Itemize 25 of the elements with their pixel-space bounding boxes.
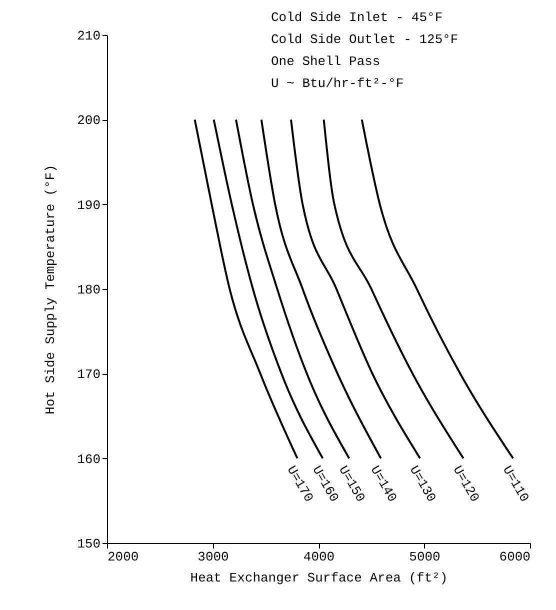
line-series	[322, 118, 464, 460]
y-tick-label: 190	[77, 198, 100, 213]
y-tick-label: 180	[77, 282, 100, 298]
annotation: Cold Side Outlet - 125°F	[271, 32, 458, 47]
x-axis-title: Heat Exchanger Surface Area (ft²)	[190, 570, 448, 586]
x-tick-label: 4000	[303, 550, 335, 564]
x-tick-label: 3000	[198, 550, 229, 564]
x-tick-label: 6000	[499, 550, 530, 564]
y-tick-label: 210	[77, 28, 100, 44]
x-tick-label: 2000	[108, 550, 139, 564]
y-tick-label: 150	[77, 536, 100, 552]
line-series	[194, 118, 298, 460]
annotation: U ~ Btu/hr-ft²-°F	[271, 76, 404, 91]
line-series	[235, 118, 350, 460]
y-tick-label: 200	[77, 113, 100, 128]
line-series	[212, 118, 324, 460]
line-series	[360, 118, 514, 460]
line-series	[290, 118, 422, 460]
annotation: One Shell Pass	[271, 54, 380, 69]
text: Cold Side Inlet - 45°F	[271, 10, 443, 25]
y-axis-title: Hot Side Supply Temperature (°F)	[43, 164, 58, 414]
line-series	[260, 118, 382, 460]
y-tick-label: 160	[77, 452, 100, 467]
x-tick-label: 5000	[409, 550, 440, 564]
y-tick-label: 170	[77, 367, 100, 382]
